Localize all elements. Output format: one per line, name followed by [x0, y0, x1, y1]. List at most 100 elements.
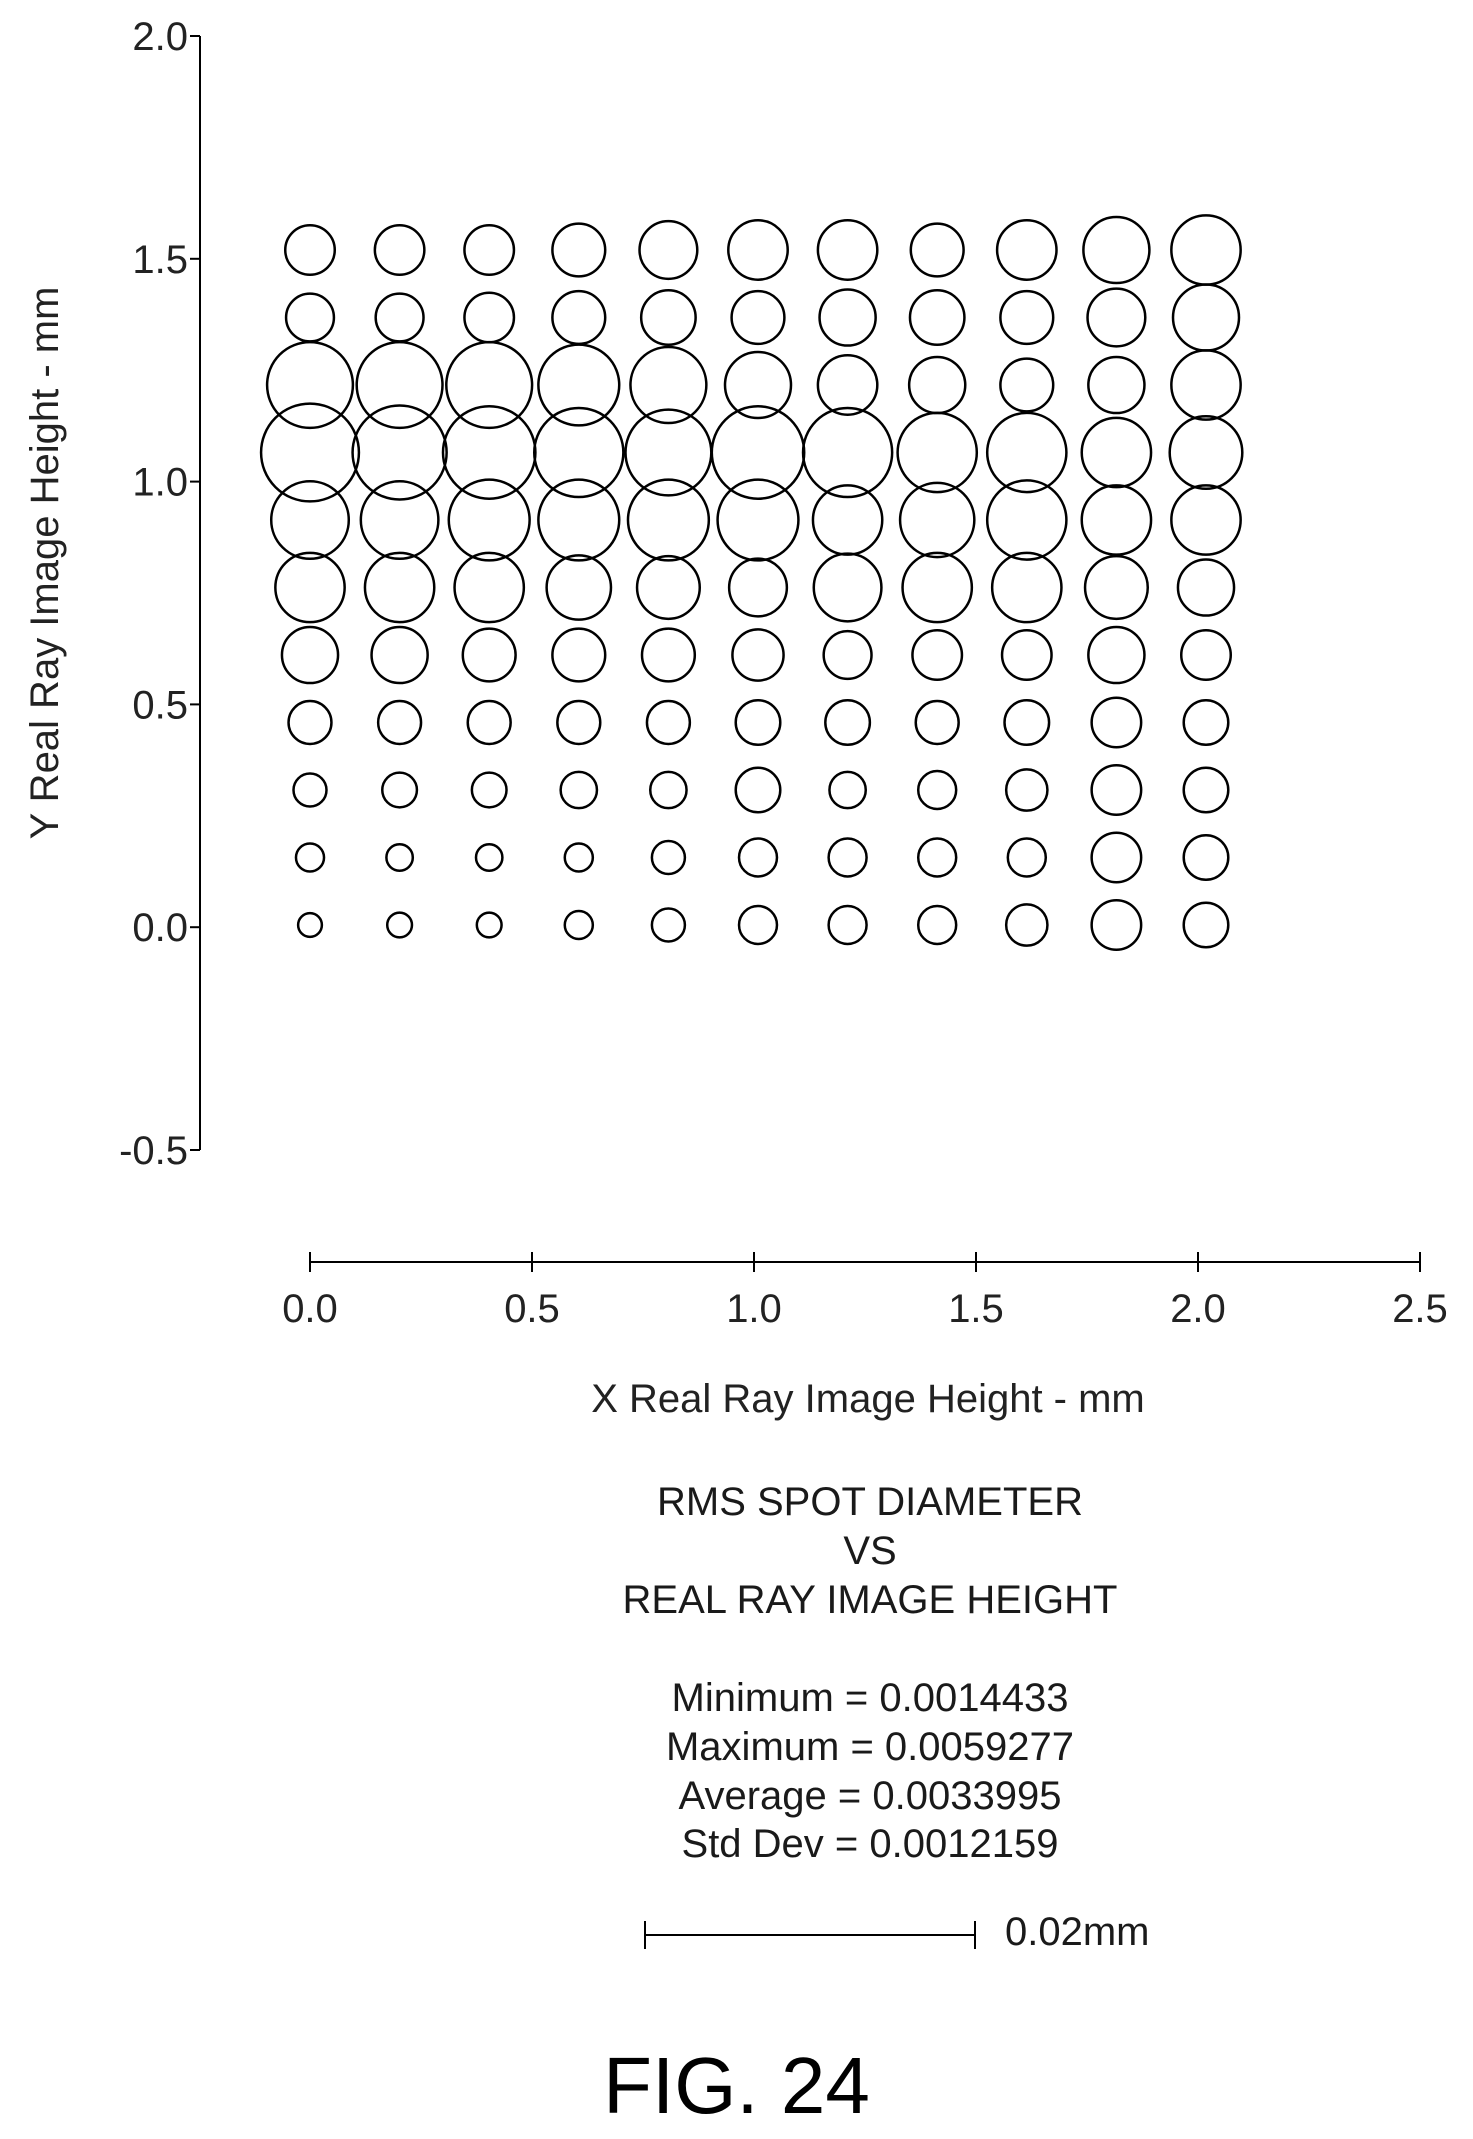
spot-marker — [537, 343, 621, 427]
spot-marker — [916, 769, 958, 811]
spot-marker — [385, 843, 415, 872]
spot-marker — [447, 478, 531, 562]
spot-marker — [1083, 554, 1150, 621]
spot-marker — [909, 222, 965, 278]
spot-marker — [1087, 625, 1146, 685]
spot-marker — [635, 554, 702, 621]
spot-marker — [474, 843, 504, 872]
spot-marker — [287, 699, 333, 746]
spot-marker — [816, 219, 879, 281]
spot-marker — [626, 478, 711, 562]
spot-marker — [533, 406, 625, 499]
spot-marker — [1090, 899, 1143, 951]
y-tick-label: -0.5 — [119, 1129, 188, 1173]
spot-marker — [898, 481, 976, 559]
spot-marker — [463, 224, 516, 276]
spot-marker — [1004, 903, 1049, 947]
spot-marker — [351, 404, 448, 501]
spot-marker — [1090, 696, 1143, 749]
stat-std-dev: Std Dev = 0.0012159 — [681, 1822, 1059, 1867]
spot-marker — [294, 842, 326, 873]
spot-marker — [801, 406, 894, 499]
spot-marker — [645, 699, 692, 746]
spot-marker — [445, 340, 534, 430]
spot-marker — [896, 411, 979, 494]
spot-marker — [559, 770, 599, 810]
spot-marker — [908, 289, 966, 346]
spot-marker — [816, 354, 879, 416]
spot-marker — [731, 628, 785, 682]
spot-marker — [737, 837, 779, 878]
spot-marker — [537, 478, 621, 562]
spot-marker — [629, 345, 708, 425]
spot-marker — [374, 292, 425, 343]
spot-marker — [355, 340, 444, 430]
x-tick-label: 2.0 — [1170, 1287, 1226, 1331]
spot-marker — [1080, 484, 1153, 556]
spot-marker — [824, 698, 872, 747]
spot-marker — [1171, 283, 1241, 352]
spot-marker — [911, 629, 964, 681]
y-axis: -0.5 0.0 0.5 1.0 1.5 2.0 Y Real Ray Image Heig… — [23, 15, 201, 1173]
spot-marker — [292, 772, 328, 808]
spot-marker — [985, 479, 1068, 561]
y-tick-label: 1.0 — [132, 461, 188, 505]
stat-maximum: Maximum = 0.0059277 — [665, 1724, 1074, 1769]
spot-marker — [649, 770, 688, 810]
spot-marker — [461, 627, 517, 683]
spot-marker — [1090, 764, 1143, 816]
spot-marker — [363, 551, 436, 624]
spot-marker — [1090, 831, 1143, 884]
x-axis-title: X Real Ray Image Height - mm — [591, 1377, 1145, 1421]
spot-marker — [985, 411, 1068, 494]
spot-marker — [284, 224, 336, 276]
spot-marker — [1170, 349, 1242, 421]
spot-marker — [441, 405, 537, 500]
spot-marker — [639, 289, 697, 346]
spot-marker — [284, 292, 336, 343]
spot-marker — [1082, 215, 1151, 285]
spot-marker — [296, 911, 324, 939]
spot-marker — [1003, 698, 1051, 747]
spot-marker — [475, 911, 503, 939]
spot-marker — [1168, 414, 1244, 491]
spot-diagram-chart: -0.5 0.0 0.5 1.0 1.5 2.0 Y Real Ray Image Heig… — [23, 15, 1448, 1949]
spot-marker — [265, 340, 355, 430]
spot-marker — [545, 554, 613, 621]
spot-marker — [734, 766, 782, 814]
spot-marker — [999, 357, 1055, 413]
spot-marker — [563, 909, 595, 941]
spot-marker — [827, 904, 868, 946]
spot-marker — [453, 551, 526, 624]
x-tick-label: 1.5 — [948, 1287, 1004, 1331]
spot-marker — [1000, 629, 1053, 681]
spot-marker — [727, 557, 789, 618]
spot-marker — [901, 551, 974, 624]
spot-marker — [818, 288, 877, 347]
chart-title-line-1: RMS SPOT DIAMETER — [657, 1480, 1083, 1524]
spot-marker — [370, 625, 429, 685]
spot-marker — [269, 479, 351, 561]
spot-marker — [811, 484, 884, 556]
stat-average: Average = 0.0033995 — [678, 1773, 1062, 1818]
spot-marker — [737, 904, 779, 946]
spot-marker — [470, 771, 508, 809]
spot-marker — [723, 350, 793, 420]
y-tick-label: 2.0 — [132, 15, 188, 59]
spot-marker — [1170, 214, 1242, 286]
spot-marker — [1004, 768, 1049, 812]
spot-marker — [727, 219, 789, 281]
spot-marker — [1170, 484, 1242, 556]
spot-marker — [563, 842, 595, 873]
spot-marker — [1180, 629, 1232, 681]
spot-marker — [640, 627, 697, 683]
spot-marker — [373, 224, 426, 276]
spot-marker — [466, 699, 512, 746]
spot-marker — [812, 552, 883, 623]
spot-marker — [907, 355, 967, 415]
figure-label: FIG. 24 — [603, 2041, 870, 2130]
spot-marker — [359, 479, 440, 561]
spot-marker — [990, 551, 1063, 624]
spot-marker — [1182, 766, 1230, 814]
spot-marker — [556, 699, 602, 746]
